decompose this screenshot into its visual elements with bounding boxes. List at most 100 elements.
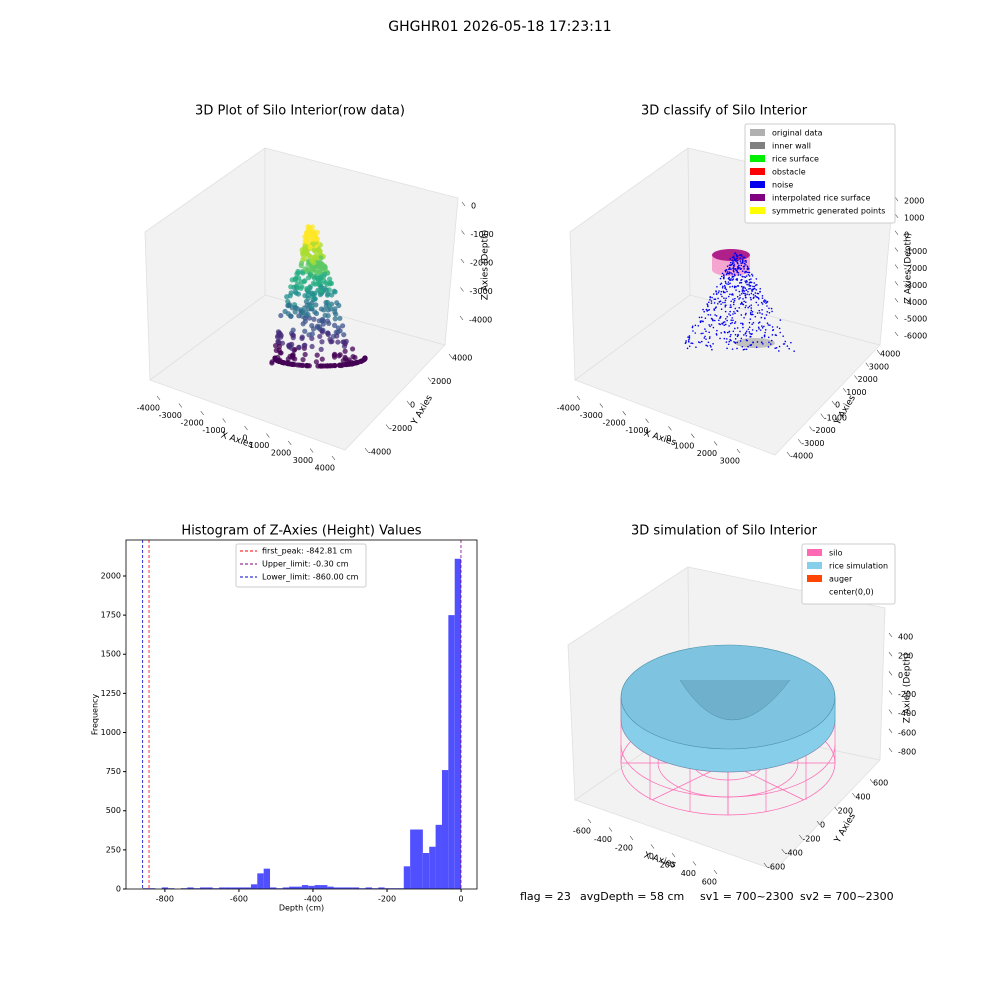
legend-label: Lower_limit: -860.00 cm [262, 573, 359, 582]
point [746, 339, 748, 342]
point [300, 270, 306, 276]
point [730, 263, 733, 266]
point [302, 256, 308, 262]
point [736, 327, 739, 329]
y-tick [799, 834, 803, 840]
point [741, 345, 744, 348]
point [724, 291, 726, 294]
x-tick-label: -2000 [602, 419, 625, 428]
point [761, 326, 764, 329]
point [778, 345, 781, 348]
point [700, 332, 703, 335]
point [323, 287, 329, 293]
point [730, 319, 733, 321]
point [740, 262, 742, 264]
point [759, 312, 761, 314]
point [341, 343, 348, 349]
y-tick-label: 750 [106, 767, 121, 776]
point [784, 340, 787, 343]
x-tick-label: 4000 [315, 464, 335, 473]
point [302, 305, 308, 311]
point [742, 348, 745, 351]
point [750, 304, 753, 306]
point [771, 310, 773, 313]
point [318, 284, 324, 290]
point [790, 341, 792, 344]
point [705, 308, 708, 311]
point [721, 272, 724, 275]
point [327, 280, 333, 286]
y-tick [763, 862, 768, 868]
point [734, 267, 737, 270]
point [751, 273, 753, 276]
y-tick [816, 820, 821, 826]
y-tick [781, 848, 785, 854]
y-tick-label: -1000 [824, 413, 847, 422]
point [766, 305, 768, 307]
point [744, 260, 746, 262]
point [741, 290, 744, 293]
bar [314, 885, 321, 889]
point [743, 256, 746, 259]
point [726, 290, 728, 293]
y-tick [869, 778, 874, 784]
point [750, 292, 753, 295]
point [687, 336, 689, 338]
point [741, 275, 744, 278]
point [281, 360, 287, 366]
y-axis-label: Frequency [91, 694, 100, 736]
y-tick-label: 0 [835, 401, 840, 410]
point [743, 286, 745, 288]
point [762, 300, 765, 302]
point [747, 306, 750, 309]
point [739, 268, 742, 271]
point [736, 268, 739, 270]
point [322, 271, 328, 277]
point [290, 327, 296, 333]
point [687, 340, 690, 342]
point [313, 310, 320, 317]
x-tick-label: 200 [660, 861, 675, 870]
z-tick-label: -400 [898, 709, 916, 718]
x-tick [244, 425, 248, 431]
point [740, 314, 743, 316]
point [734, 274, 736, 277]
point [728, 273, 731, 275]
point [278, 312, 284, 319]
point [739, 260, 742, 262]
point [743, 262, 746, 265]
y-tick-label: 2000 [431, 377, 451, 386]
point [321, 278, 327, 284]
x-tick [650, 844, 655, 849]
point [710, 346, 712, 348]
x-tick [587, 818, 592, 824]
point [782, 335, 784, 337]
y-tick-label: 4000 [452, 354, 472, 363]
z-tick [894, 298, 899, 303]
footer-text: sv2 = 700~2300 [800, 890, 894, 903]
point [713, 298, 716, 301]
y-tick [406, 400, 411, 406]
z-tick-label: -3000 [904, 281, 927, 290]
point [713, 302, 716, 304]
y-tick-label: -4000 [368, 448, 391, 457]
bar [187, 887, 194, 889]
point [736, 259, 739, 262]
bar [301, 885, 309, 889]
point [755, 288, 758, 291]
point [288, 313, 294, 319]
point [736, 347, 738, 350]
point [738, 298, 740, 300]
chart-title: 3D Plot of Silo Interior(row data) [195, 104, 405, 119]
bar [441, 770, 449, 889]
point [761, 325, 763, 327]
point [737, 285, 740, 287]
z-tick-label: -1000 [471, 230, 494, 239]
point [337, 352, 343, 358]
x-tick-label: -4000 [557, 404, 580, 413]
point [765, 302, 767, 304]
point [750, 333, 753, 335]
point [754, 284, 757, 286]
point [733, 299, 736, 302]
point [329, 292, 335, 298]
